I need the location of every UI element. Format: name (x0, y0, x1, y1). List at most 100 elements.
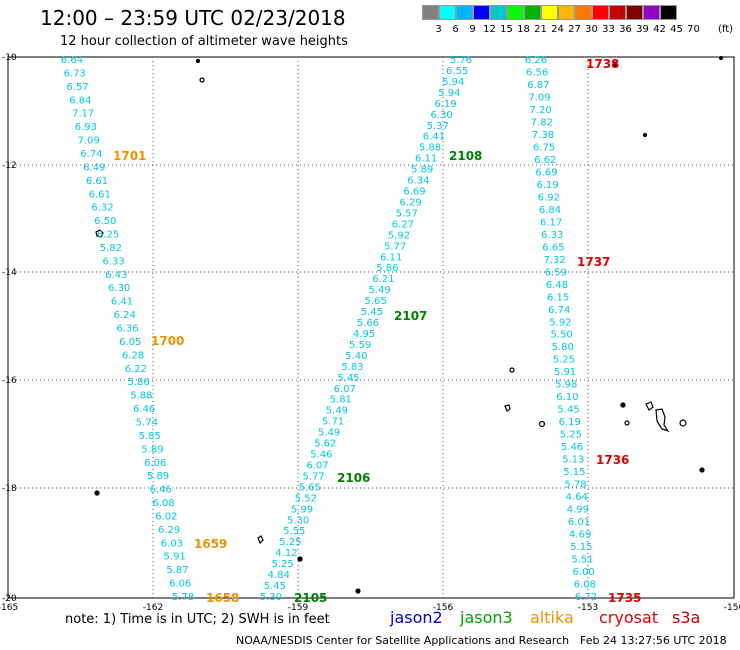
latitude-tick-label: -14 (2, 268, 17, 278)
wave-height-value: 6.74 (548, 305, 570, 316)
wave-height-value: 6.06 (169, 579, 191, 590)
wave-height-value: 4.69 (569, 530, 591, 541)
track-time-label: 2106 (337, 471, 370, 485)
wave-height-value: 5.92 (388, 230, 410, 241)
wave-height-value: 6.41 (111, 297, 133, 308)
wave-height-value: 5.98 (555, 380, 577, 391)
wave-height-value: 6.10 (556, 392, 578, 403)
wave-height-value: 6.46 (133, 404, 155, 415)
wave-height-value: 5.78 (172, 592, 194, 603)
wave-height-value: 6.28 (122, 350, 144, 361)
track-time-label: 1736 (596, 453, 629, 467)
wave-height-value: 6.61 (86, 176, 108, 187)
island (656, 409, 668, 431)
wave-height-value: 5.88 (419, 143, 441, 154)
wave-height-value: 6.34 (407, 176, 429, 187)
wave-height-value: 5.50 (550, 330, 572, 341)
island (720, 57, 723, 60)
wave-height-value: 5.45 (361, 307, 383, 318)
island (680, 420, 686, 426)
track-c: 6.266.566.877.097.207.827.386.756.626.69… (525, 55, 642, 605)
wave-height-value: 4.64 (566, 492, 588, 503)
wave-height-value: 5.77 (384, 241, 406, 252)
wave-height-value: 6.06 (144, 458, 166, 469)
wave-height-value: 5.59 (349, 340, 371, 351)
wave-height-value: 5.46 (310, 450, 332, 461)
latitude-tick-label: -16 (2, 376, 17, 386)
longitude-tick-label: -150 (724, 603, 740, 613)
track-a: 6.646.736.576.847.176.937.096.746.496.61… (61, 55, 240, 605)
track-time-label: 1735 (608, 591, 641, 605)
wave-height-value: 6.56 (526, 67, 548, 78)
wave-height-value: 6.25 (97, 230, 119, 241)
wave-height-value: 6.64 (61, 55, 83, 66)
wave-height-value: 6.30 (430, 110, 452, 121)
track-time-label: 1659 (194, 537, 227, 551)
latitude-tick-label: -12 (2, 161, 17, 171)
wave-height-value: 5.74 (136, 417, 158, 428)
sat-label-s3a: s3a (672, 608, 700, 627)
wave-height-value: 5.55 (283, 526, 305, 537)
wave-height-value: 5.89 (147, 471, 169, 482)
wave-height-value: 6.03 (161, 538, 183, 549)
wave-height-value: 7.82 (531, 117, 553, 128)
wave-height-value: 6.08 (574, 580, 596, 591)
wave-height-value: 6.55 (446, 66, 468, 77)
wave-height-value: 6.01 (568, 517, 590, 528)
island (644, 134, 647, 137)
wave-height-value: 5.86 (376, 263, 398, 274)
wave-height-value: 6.33 (541, 230, 563, 241)
wave-height-value: 6.75 (533, 142, 555, 153)
wave-height-value: 6.19 (559, 417, 581, 428)
wave-height-value: 5.25 (271, 559, 293, 570)
wave-height-value: 6.07 (334, 384, 356, 395)
wave-height-value: 6.57 (66, 82, 88, 93)
island-outlines (95, 57, 723, 594)
wave-height-value: 7.20 (530, 105, 552, 116)
wave-height-value: 5.78 (564, 480, 586, 491)
island (95, 491, 99, 495)
wave-height-value: 5.80 (552, 342, 574, 353)
wave-height-value: 7.32 (543, 255, 565, 266)
wave-height-value: 6.21 (372, 274, 394, 285)
wave-height-value: 5.94 (442, 77, 464, 88)
wave-height-value: 6.08 (152, 498, 174, 509)
wave-height-value: 6.19 (434, 99, 456, 110)
wave-height-value: 5.49 (326, 406, 348, 417)
wave-height-value: 5.65 (299, 482, 321, 493)
wave-height-value: 6.43 (105, 270, 127, 281)
wave-height-value: 5.40 (345, 351, 367, 362)
wave-height-value: 6.69 (535, 167, 557, 178)
wave-height-value: 6.73 (64, 68, 86, 79)
wave-height-value: 5.52 (295, 493, 317, 504)
wave-height-value: 5.45 (337, 373, 359, 384)
track-time-label: 2107 (394, 309, 427, 323)
wave-height-value: 6.27 (392, 219, 414, 230)
island (356, 589, 360, 593)
wave-height-value: 6.00 (573, 567, 595, 578)
wave-height-value: 6.49 (83, 162, 105, 173)
wave-height-value: 6.29 (399, 197, 421, 208)
track-time-label: 1658 (206, 591, 239, 605)
sat-label-jason3: jason3 (460, 608, 513, 627)
wave-height-value: 6.93 (75, 122, 97, 133)
wave-height-value: 6.59 (545, 267, 567, 278)
wave-height-value: 5.49 (368, 285, 390, 296)
wave-height-value: 6.62 (534, 155, 556, 166)
wave-height-value: 6.02 (155, 511, 177, 522)
wave-height-value: 5.49 (318, 428, 340, 439)
wave-height-value: 6.50 (94, 216, 116, 227)
wave-height-value: 5.89 (141, 444, 163, 455)
island (540, 422, 545, 427)
wave-height-value: 5.91 (554, 367, 576, 378)
wave-height-value: 4.12 (275, 548, 297, 559)
wave-height-map: -10-12-14-16-18-20-165-162-159-156-153-1… (0, 0, 740, 650)
longitude-tick-label: -153 (578, 603, 598, 613)
wave-height-value: 6.05 (119, 337, 141, 348)
track-time-label: 1738 (586, 57, 619, 71)
track-b: 5.766.555.945.946.196.305.376.415.886.11… (260, 55, 483, 605)
wave-height-value: 5.92 (549, 317, 571, 328)
latitude-tick-label: -18 (2, 484, 17, 494)
wave-height-value: 7.09 (78, 136, 100, 147)
footer-credit: NOAA/NESDIS Center for Satellite Applica… (236, 634, 569, 647)
